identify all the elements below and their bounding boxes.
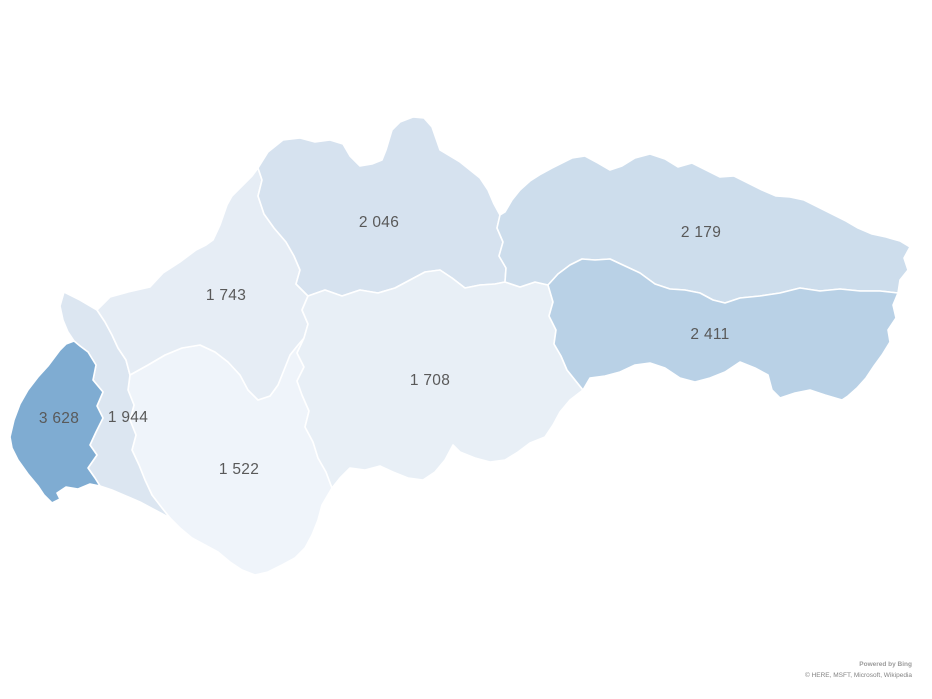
region-value-label-zilina: 2 046 bbox=[359, 214, 399, 231]
map-copyright-label: © HERE, MSFT, Microsoft, Wikipedia bbox=[804, 672, 912, 679]
region-value-label-trencin: 1 743 bbox=[206, 287, 246, 304]
map-region-bratislava[interactable] bbox=[9, 340, 104, 504]
region-value-label-kosice: 2 411 bbox=[690, 326, 729, 343]
region-value-label-presov: 2 179 bbox=[681, 224, 721, 241]
map-region-banska-bystrica[interactable] bbox=[296, 269, 584, 489]
map-regions bbox=[9, 116, 911, 576]
map-value-labels: 3 628 1 944 1 743 1 522 2 046 1 708 2 17… bbox=[39, 214, 729, 478]
powered-by-bing-label: Powered by Bing bbox=[859, 661, 912, 668]
region-value-label-nitra: 1 522 bbox=[219, 461, 259, 478]
region-value-label-banska-bystrica: 1 708 bbox=[410, 372, 450, 389]
map-attribution: Powered by Bing © HERE, MSFT, Microsoft,… bbox=[805, 659, 912, 681]
region-value-label-bratislava: 3 628 bbox=[39, 410, 79, 427]
map-region-kosice[interactable] bbox=[547, 258, 899, 401]
region-value-label-trnava: 1 944 bbox=[108, 409, 148, 426]
